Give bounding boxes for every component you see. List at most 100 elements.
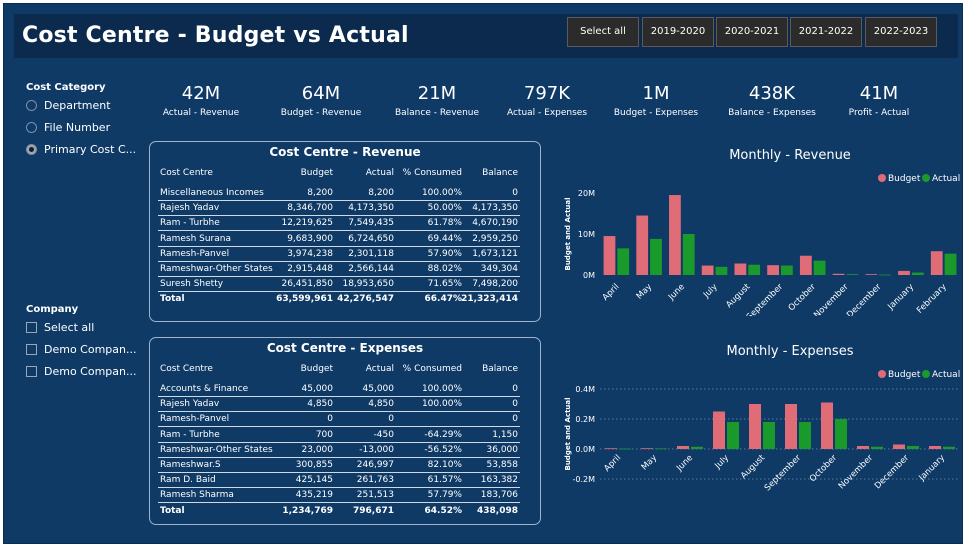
actual-bar[interactable] [907,446,919,449]
table-cell: Actual [365,364,394,374]
budget-bar[interactable] [713,411,725,450]
table-cell: Rameshwar-Other States [160,264,273,274]
budget-bar[interactable] [930,251,943,275]
table-cell: -13,000 [359,444,394,455]
budget-bar[interactable] [821,402,833,450]
y-tick-label: -0.2M [572,475,595,484]
table-cell: 8,346,700 [287,203,333,214]
y-tick-label: 20M [578,189,595,198]
actual-bar[interactable] [763,422,775,449]
actual-bar[interactable] [748,264,761,275]
actual-bar[interactable] [682,234,695,275]
budget-bar[interactable] [701,265,714,275]
table-cell: 26,451,850 [281,279,333,290]
budget-bar[interactable] [605,448,617,450]
budget-bar[interactable] [749,404,761,449]
company-option-select-all[interactable]: Select all [26,318,94,336]
actual-bar[interactable] [619,448,631,450]
x-tick-label: April [602,453,623,474]
actual-bar[interactable] [911,272,924,275]
year-2021-2022-button[interactable]: 2021-2022 [790,17,862,47]
cost-category-option-department[interactable]: Department [26,96,111,114]
year-2022-2023-button[interactable]: 2022-2023 [865,17,937,47]
company-option-demo-1[interactable]: Demo Compan... [26,340,137,358]
table-cell: Actual [365,168,394,178]
budget-bar[interactable] [929,446,941,449]
actual-bar[interactable] [813,260,826,275]
x-tick-label: November [837,453,876,492]
table-cell: % Consumed [402,168,462,178]
table-cell: 0 [512,188,518,198]
dashboard-canvas: Cost Centre - Budget vs Actual Select al… [3,3,963,544]
x-tick-label: January [885,282,916,313]
table-cell: 349,304 [480,264,518,274]
table-cell: Balance [482,168,518,178]
budget-bar[interactable] [734,263,747,275]
x-tick-label: September [745,282,786,316]
legend-actual-label: Actual [932,174,960,184]
actual-bar[interactable] [727,422,739,449]
actual-bar[interactable] [617,248,630,275]
year-2020-2021-button[interactable]: 2020-2021 [716,17,788,47]
table-row: Rameshwar-Other States 23,000 -13,000 -56.5… [158,443,520,458]
actual-bar[interactable] [944,253,957,275]
x-tick-label: August [739,453,768,482]
budget-bar[interactable] [677,446,689,449]
actual-bar[interactable] [799,422,811,449]
x-tick-label: June [674,453,695,474]
table-cell: -64.29% [424,429,462,440]
table-cell: -56.52% [424,444,462,455]
table-cell: 8,200 [307,188,333,198]
budget-bar[interactable] [898,270,910,275]
kpi-label: Budget - Expenses [613,108,699,118]
cost-category-option-primary-cost-centre[interactable]: Primary Cost C... [26,140,136,158]
table-row: Rajesh Yadav 8,346,700 4,173,350 50.00% 4,17… [158,201,520,217]
budget-bar[interactable] [832,273,845,275]
y-axis-label: Budget and Actual [564,197,572,270]
table-cell: 12,219,625 [281,218,333,229]
actual-bar[interactable] [650,238,662,275]
select-all-years-button[interactable]: Select all [567,17,639,47]
budget-bar[interactable] [857,446,869,449]
year-2019-2020-button[interactable]: 2019-2020 [642,17,714,47]
x-tick-label: July [701,282,720,301]
actual-bar[interactable] [846,274,859,275]
actual-bar[interactable] [691,446,703,449]
monthly-revenue-svg: Monthly - Revenue Budget Actual Budget and … [564,148,960,322]
table-cell: Suresh Shetty [160,279,224,290]
table-row: Rajesh Yadav 4,850 4,850 100.00% 0 [158,397,520,413]
table-cell: 0 [512,384,518,394]
kpi-profit-actual: 41M Profit - Actual [824,82,934,118]
x-tick-label: December [845,282,884,316]
budget-bar[interactable] [669,195,681,275]
table-cell: 163,382 [480,475,518,486]
budget-bar[interactable] [785,404,797,449]
budget-bar[interactable] [603,236,616,275]
x-tick-label: May [635,282,655,302]
budget-bar[interactable] [893,444,905,450]
actual-bar[interactable] [715,266,728,275]
actual-bar[interactable] [871,446,883,449]
budget-bar[interactable] [799,255,812,275]
actual-bar[interactable] [835,419,847,449]
budget-bar[interactable] [767,265,779,275]
actual-bar[interactable] [879,274,891,276]
actual-bar[interactable] [655,448,667,450]
actual-bar[interactable] [781,265,793,275]
budget-bar[interactable] [636,215,649,275]
company-option-demo-2[interactable]: Demo Compan... [26,362,137,380]
table-total-row: Total 63,599,961 42,276,547 66.47% 21,323,41… [158,292,520,307]
budget-bar[interactable] [641,448,653,450]
table-row: Ramesh-Panvel 0 0 0 [158,412,520,428]
actual-bar[interactable] [943,446,955,449]
budget-bar[interactable] [865,274,878,275]
table-cell: Rajesh Yadav [160,399,220,410]
cost-category-option-file-number[interactable]: File Number [26,118,110,136]
table-cell: Ramesh-Panvel [160,414,230,425]
table-row: Ram - Turbhe 12,219,625 7,549,435 61.78% 4,6… [158,216,520,232]
table-total-row: Total 1,234,769 796,671 64.52% 438,098 [158,504,520,519]
table-cell: 7,498,200 [472,279,518,290]
table-row: Rameshwar-Other States 2,915,448 2,566,144… [158,262,520,277]
table-title: Cost Centre - Revenue [269,145,421,159]
legend-budget-label: Budget [888,174,921,184]
